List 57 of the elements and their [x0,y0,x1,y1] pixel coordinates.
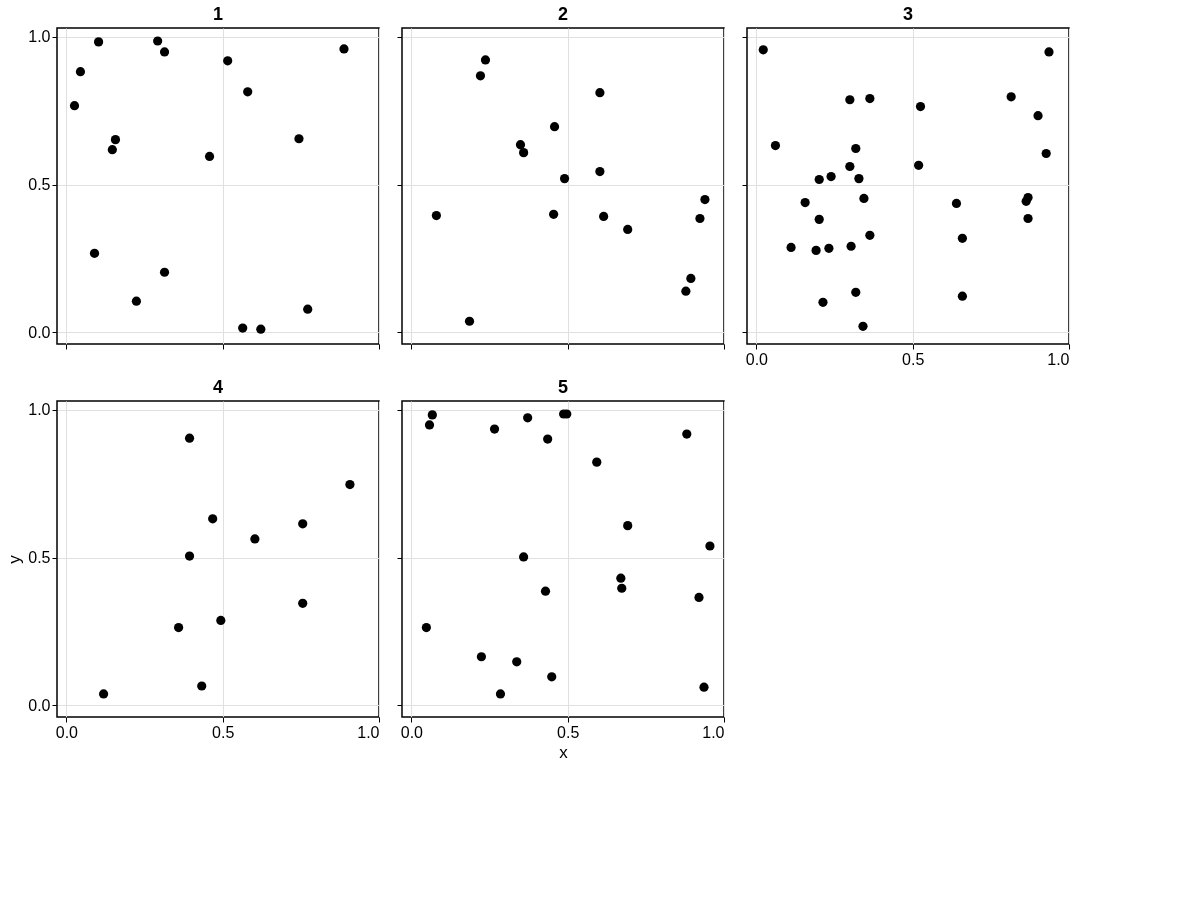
x-tick-label: 1.0 [1047,350,1070,368]
point [256,324,266,334]
point [475,71,486,81]
point [431,210,441,221]
x-tick-label: 0.0 [55,723,79,741]
point [204,151,215,162]
y-tick-label: 0.5 [28,176,51,194]
x-tick-label: 1.0 [702,723,725,741]
point [238,323,248,333]
x-tick-label: 0.0 [400,723,424,741]
point [595,88,605,98]
y-tick-label: 0.0 [28,323,51,341]
y-tick-label: 0.5 [28,549,51,567]
y-tick-label: 1.0 [28,28,51,46]
point [303,304,313,314]
point [93,37,104,47]
point [69,101,80,111]
point [549,209,559,219]
x-tick-label: 0.5 [557,723,580,741]
point [159,267,170,277]
chart-title: 4 [212,377,224,397]
chart-title: 3 [902,4,914,24]
point [89,248,100,258]
point [700,194,710,205]
point [223,56,233,66]
point [153,36,163,46]
point [515,140,526,150]
x-axis-title: x [559,742,569,762]
point [686,273,696,284]
point [595,166,605,177]
y-axis-title: y [5,554,25,564]
point [599,211,609,222]
point [681,286,691,296]
chart-title: 5 [557,377,569,397]
point [464,316,475,326]
point [131,296,142,306]
point [480,55,491,65]
point [107,145,117,155]
chart-title: 1 [212,4,224,24]
point [559,174,570,184]
y-tick-label: 0.0 [28,696,51,714]
point [294,134,304,144]
point [75,67,86,77]
y-tick-label: 1.0 [28,401,51,419]
x-tick-label: 1.0 [357,723,380,741]
x-tick-label: 0.5 [212,723,235,741]
x-tick-label: 0.5 [902,350,925,368]
chart-title: 2 [557,4,569,24]
point [549,122,560,132]
point [110,135,121,145]
point [339,44,349,54]
point [243,87,253,97]
x-tick-label: 0.0 [745,350,769,368]
point [623,224,633,235]
point [159,47,170,57]
point [519,148,529,158]
point [695,213,705,224]
